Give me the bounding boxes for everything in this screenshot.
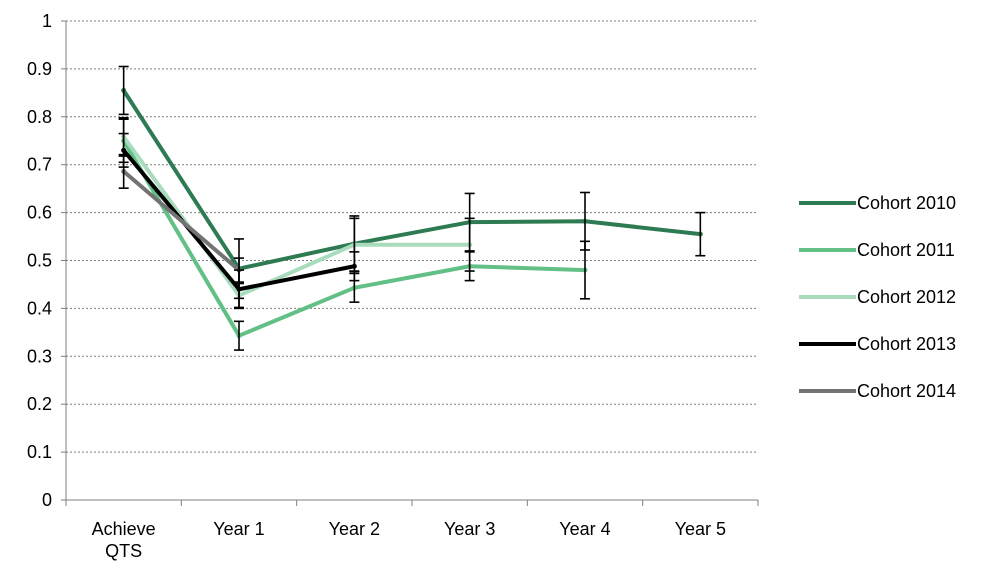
x-tick-label: Year 5 — [675, 519, 726, 539]
y-tick-label: 0.9 — [27, 59, 52, 79]
x-tick-label: Year 2 — [329, 519, 380, 539]
x-tick-label: Year 4 — [559, 519, 610, 539]
series-line-cohort-2014 — [122, 169, 241, 272]
y-tick-label: 0.2 — [27, 394, 52, 414]
grid-lines — [66, 20, 758, 453]
y-tick-label: 0.7 — [27, 155, 52, 175]
legend-label: Cohort 2010 — [857, 193, 956, 213]
y-tick-label: 0 — [42, 490, 52, 510]
legend-label: Cohort 2014 — [857, 381, 956, 401]
legend-label: Cohort 2011 — [857, 240, 955, 260]
y-tick-label: 0.5 — [27, 251, 52, 271]
axes: 0 0.1 0.2 0.3 0.4 0.5 0.6 0.7 0.8 0.9 1 Achieve QTS Y… — [27, 11, 759, 561]
legend-label: Cohort 2012 — [857, 287, 956, 307]
legend: Cohort 2010 Cohort 2011 Cohort 2012 Cohort … — [799, 193, 956, 401]
series-line-cohort-2010 — [121, 89, 701, 271]
y-tick-label: 1 — [42, 11, 52, 31]
y-tick-label: 0.4 — [27, 298, 52, 318]
error-bars — [118, 65, 706, 351]
x-tick-label: Achieve QTS — [92, 519, 156, 561]
x-tick-label: Year 3 — [444, 519, 495, 539]
x-tick-label: Year 1 — [213, 519, 264, 539]
legend-label: Cohort 2013 — [857, 334, 956, 354]
y-tick-label: 0.6 — [27, 203, 52, 223]
y-tick-label: 0.8 — [27, 107, 52, 127]
y-tick-label: 0.3 — [27, 346, 52, 366]
y-tick-label: 0.1 — [27, 442, 52, 462]
series-line-cohort-2012 — [122, 135, 470, 298]
